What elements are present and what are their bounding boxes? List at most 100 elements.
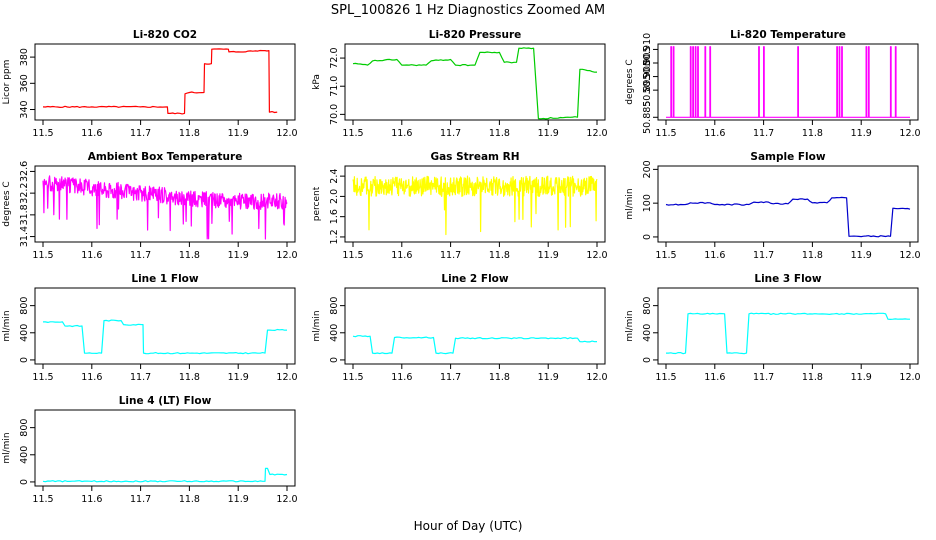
series-line-1 — [42, 48, 278, 115]
y-tick-label: 50.905 — [642, 46, 653, 79]
y-axis-label: ml/min — [625, 310, 635, 341]
y-tick-label: 400 — [19, 324, 30, 342]
y-tick-label: 400 — [329, 324, 340, 342]
x-tick-label: 11.7 — [440, 250, 461, 261]
x-tick-label: 11.5 — [342, 128, 363, 139]
y-tick-label: 800 — [19, 419, 30, 437]
x-tick-label: 11.9 — [228, 128, 249, 139]
y-tick-label: 71.0 — [329, 76, 340, 97]
plot-frame — [657, 43, 919, 121]
y-axis-label: kPa — [312, 74, 322, 90]
x-tick-label: 12.0 — [276, 494, 297, 505]
y-axis-label: ml/min — [2, 432, 12, 463]
series-line-3 — [666, 46, 910, 118]
panel-title: Line 3 Flow — [754, 273, 821, 285]
y-tick-label: 32.2 — [19, 183, 30, 204]
y-tick-label: 400 — [642, 324, 653, 342]
x-tick-label: 11.9 — [851, 250, 872, 261]
x-tick-label: 11.7 — [753, 250, 774, 261]
y-tick-label: 800 — [329, 297, 340, 315]
y-tick-label: 0 — [642, 234, 653, 240]
x-tick-label: 11.6 — [391, 372, 412, 383]
y-tick-label: 72.0 — [329, 47, 340, 68]
y-tick-label: 0 — [19, 357, 30, 363]
plot-frame — [344, 165, 606, 243]
y-tick-label: 340 — [19, 100, 30, 118]
x-tick-label: 11.8 — [802, 128, 823, 139]
x-tick-label: 11.5 — [32, 128, 53, 139]
y-axis-label: percent — [312, 186, 322, 221]
x-tick-label: 11.5 — [655, 372, 676, 383]
x-tick-label: 11.5 — [655, 128, 676, 139]
x-tick-label: 11.9 — [538, 128, 559, 139]
x-tick-label: 11.9 — [228, 250, 249, 261]
x-tick-label: 11.5 — [32, 372, 53, 383]
x-tick-label: 12.0 — [586, 372, 607, 383]
series-line-10 — [42, 467, 288, 483]
panel-6: Sample Flow 11.5 11.6 11.7 11.8 11.9 12.0 0 100 2… — [625, 151, 921, 261]
panel-title: Sample Flow — [750, 151, 825, 163]
x-tick-label: 11.9 — [851, 128, 872, 139]
x-tick-label: 12.0 — [276, 128, 297, 139]
y-tick-label: 32.6 — [19, 161, 30, 182]
y-tick-label: 360 — [19, 74, 30, 92]
y-tick-label: 31.8 — [19, 204, 30, 225]
plot-frame — [34, 409, 296, 487]
y-axis-label: degrees C — [2, 181, 12, 226]
plot-frame — [344, 287, 606, 365]
y-axis-label: ml/min — [2, 310, 12, 341]
x-tick-label: 11.7 — [130, 494, 151, 505]
y-tick-label: 31.4 — [19, 226, 30, 247]
x-tick-label: 11.9 — [538, 372, 559, 383]
panel-title: Gas Stream RH — [430, 151, 519, 163]
x-tick-label: 11.6 — [81, 250, 102, 261]
x-tick-label: 11.6 — [704, 128, 725, 139]
y-tick-label: 0 — [19, 479, 30, 485]
series-line-7 — [43, 319, 288, 355]
panel-7: Line 1 Flow 11.5 11.6 11.7 11.8 11.9 12.0 0 400 8… — [2, 273, 298, 383]
x-tick-label: 11.5 — [32, 250, 53, 261]
x-tick-label: 11.6 — [704, 250, 725, 261]
x-tick-label: 11.9 — [228, 494, 249, 505]
y-tick-label: 0 — [642, 357, 653, 363]
y-tick-label: 100 — [642, 194, 653, 212]
y-tick-label: 800 — [642, 297, 653, 315]
x-tick-label: 12.0 — [276, 372, 297, 383]
y-tick-label: 2.4 — [329, 169, 340, 184]
panel-title: Li-820 Pressure — [429, 29, 522, 41]
x-tick-label: 11.7 — [440, 372, 461, 383]
x-tick-label: 11.8 — [489, 250, 510, 261]
x-tick-label: 11.7 — [753, 128, 774, 139]
x-tick-label: 11.7 — [753, 372, 774, 383]
figure-x-axis-label: Hour of Day (UTC) — [414, 519, 523, 533]
y-tick-label: 70.0 — [329, 104, 340, 125]
x-tick-label: 12.0 — [899, 372, 920, 383]
y-tick-label: 0 — [329, 357, 340, 363]
plot-frame — [34, 165, 296, 243]
x-tick-label: 12.0 — [899, 128, 920, 139]
x-tick-label: 11.7 — [440, 128, 461, 139]
series-line-5 — [352, 175, 598, 236]
panel-8: Line 2 Flow 11.5 11.6 11.7 11.8 11.9 12.0 0 400 8… — [312, 273, 608, 383]
series-line-4 — [42, 175, 288, 240]
y-tick-label: 380 — [19, 48, 30, 66]
panel-1: Li-820 CO2 11.5 11.6 11.7 11.8 11.9 12.0 340 360… — [2, 29, 298, 139]
x-tick-label: 11.5 — [32, 494, 53, 505]
y-tick-label: 50.885 — [642, 101, 653, 134]
x-tick-label: 11.8 — [489, 128, 510, 139]
figure-title: SPL_100826 1 Hz Diagnostics Zoomed AM — [331, 3, 605, 18]
y-tick-label: 50.895 — [642, 74, 653, 107]
x-tick-label: 11.6 — [81, 372, 102, 383]
x-tick-label: 11.7 — [130, 128, 151, 139]
x-tick-label: 11.8 — [179, 250, 200, 261]
x-tick-label: 11.7 — [130, 250, 151, 261]
panel-2: Li-820 Pressure 11.5 11.6 11.7 11.8 11.9 12.0 7… — [312, 29, 608, 139]
plot-frame — [34, 43, 296, 121]
y-axis-label: ml/min — [312, 310, 322, 341]
panel-5: Gas Stream RH 11.5 11.6 11.7 11.8 11.9 12.0 1.2… — [312, 151, 608, 261]
y-tick-label: 2.0 — [329, 189, 340, 204]
x-tick-label: 11.6 — [391, 250, 412, 261]
y-tick-label: 50.900 — [642, 60, 653, 93]
panel-title: Li-820 CO2 — [133, 29, 197, 41]
